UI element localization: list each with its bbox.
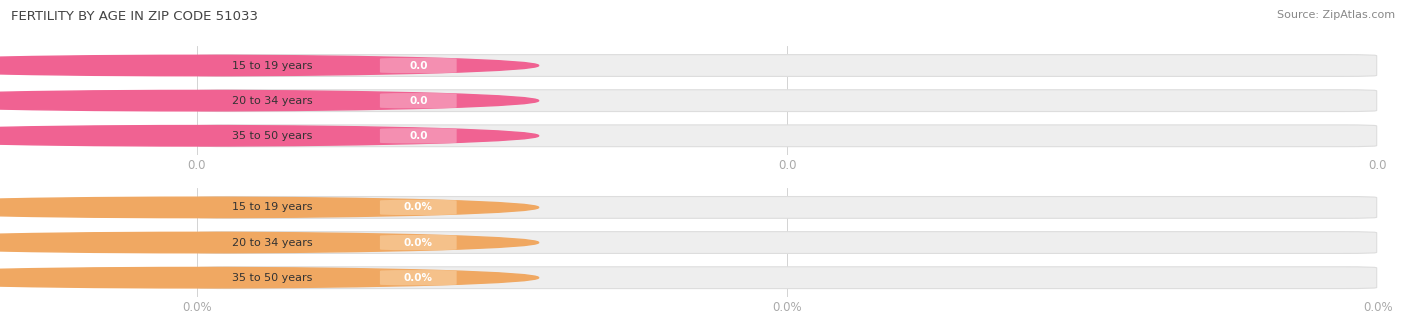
Text: FERTILITY BY AGE IN ZIP CODE 51033: FERTILITY BY AGE IN ZIP CODE 51033 <box>11 10 259 23</box>
FancyBboxPatch shape <box>198 197 1376 218</box>
Text: 15 to 19 years: 15 to 19 years <box>232 60 312 71</box>
FancyBboxPatch shape <box>380 270 457 285</box>
FancyBboxPatch shape <box>198 267 1376 288</box>
FancyBboxPatch shape <box>380 93 457 108</box>
Text: 0.0%: 0.0% <box>404 273 433 283</box>
FancyBboxPatch shape <box>380 200 457 215</box>
Circle shape <box>0 55 538 76</box>
Circle shape <box>0 232 538 253</box>
Text: 35 to 50 years: 35 to 50 years <box>232 131 312 141</box>
Text: 20 to 34 years: 20 to 34 years <box>232 96 314 106</box>
Text: 0.0: 0.0 <box>409 131 427 141</box>
Circle shape <box>0 125 538 146</box>
Text: 0.0%: 0.0% <box>404 202 433 213</box>
Circle shape <box>0 197 538 218</box>
FancyBboxPatch shape <box>198 125 1376 147</box>
FancyBboxPatch shape <box>380 235 457 250</box>
Circle shape <box>0 267 538 288</box>
FancyBboxPatch shape <box>198 55 1376 77</box>
Text: 15 to 19 years: 15 to 19 years <box>232 202 312 213</box>
Text: 0.0: 0.0 <box>409 60 427 71</box>
FancyBboxPatch shape <box>380 58 457 73</box>
FancyBboxPatch shape <box>198 232 1376 253</box>
Text: 20 to 34 years: 20 to 34 years <box>232 238 314 248</box>
Text: 0.0: 0.0 <box>409 96 427 106</box>
FancyBboxPatch shape <box>380 128 457 144</box>
Text: 0.0%: 0.0% <box>404 238 433 248</box>
Text: 35 to 50 years: 35 to 50 years <box>232 273 312 283</box>
Circle shape <box>0 90 538 111</box>
FancyBboxPatch shape <box>198 90 1376 112</box>
Text: Source: ZipAtlas.com: Source: ZipAtlas.com <box>1277 10 1395 20</box>
